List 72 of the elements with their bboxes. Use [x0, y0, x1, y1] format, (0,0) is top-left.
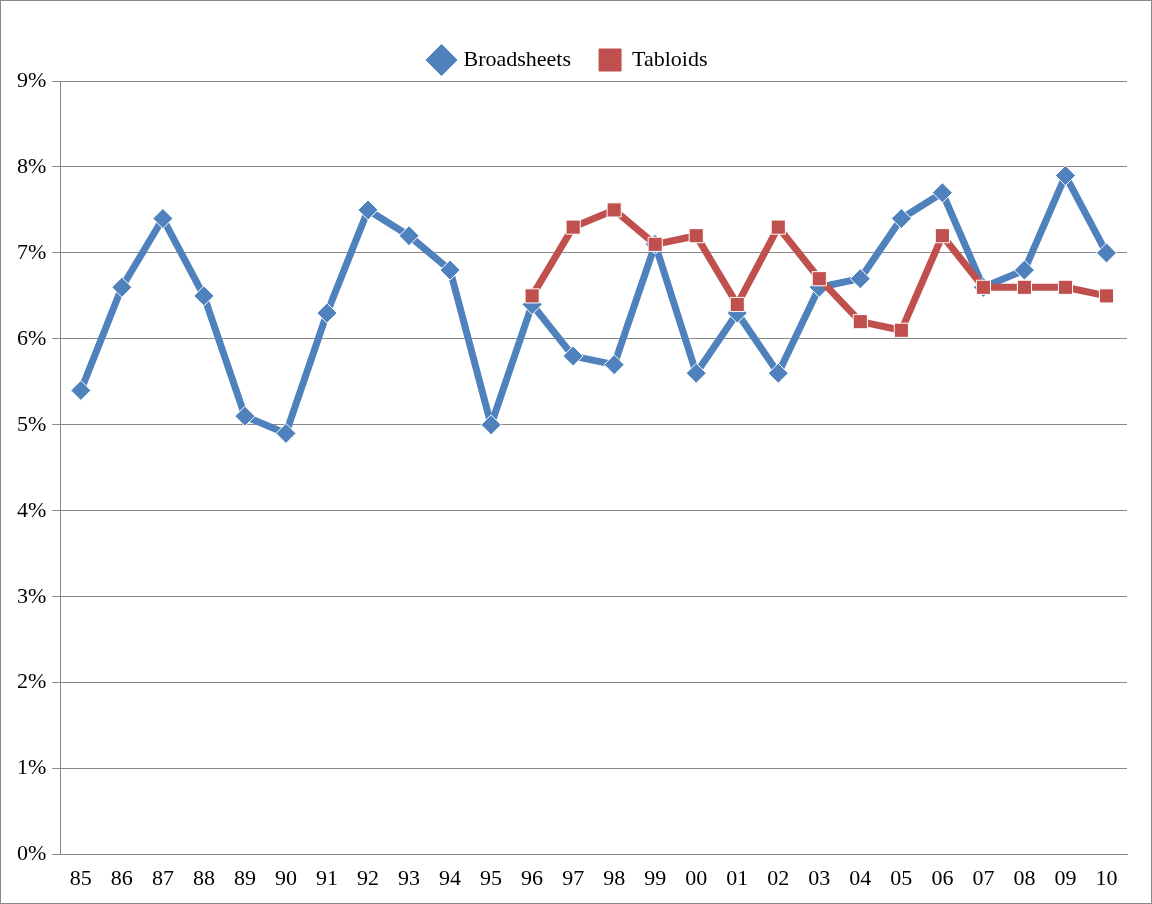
point	[398, 225, 420, 247]
point	[316, 302, 338, 324]
x-tick-label: 96	[521, 864, 544, 890]
point	[729, 296, 745, 313]
y-tick-label: 2%	[17, 668, 47, 694]
point	[849, 268, 871, 290]
point	[852, 314, 868, 330]
x-tick-label: 94	[439, 864, 462, 890]
legend-label: Tabloids	[632, 45, 708, 71]
point	[1095, 242, 1117, 264]
point	[767, 362, 789, 384]
x-tick-label: 99	[644, 864, 667, 890]
point	[562, 345, 584, 367]
x-tick-label: 05	[890, 864, 913, 890]
y-tick-label: 0%	[17, 840, 47, 866]
x-tick-label: 02	[767, 864, 790, 890]
x-tick-label: 91	[315, 864, 338, 890]
point	[1013, 259, 1035, 281]
y-tick-label: 3%	[17, 582, 47, 608]
point	[152, 208, 174, 230]
x-tick-label: 04	[849, 864, 872, 890]
x-tick-label: 92	[357, 864, 380, 890]
y-tick-label: 7%	[17, 238, 47, 264]
x-tick-label: 00	[685, 864, 708, 890]
x-tick-label: 95	[480, 864, 503, 890]
point	[1054, 165, 1076, 187]
point	[890, 208, 912, 230]
x-tick-label: 86	[110, 864, 133, 890]
y-tick-label: 1%	[17, 754, 47, 780]
x-tick-label: 08	[1013, 864, 1036, 890]
point	[480, 414, 502, 436]
point	[1016, 279, 1033, 295]
point	[606, 202, 622, 218]
point	[275, 422, 297, 444]
point	[811, 271, 827, 287]
point	[1057, 279, 1074, 295]
point	[931, 182, 953, 204]
point	[439, 259, 461, 281]
point	[111, 276, 133, 298]
point	[1098, 288, 1115, 304]
point	[688, 228, 704, 244]
point	[565, 219, 581, 235]
y-tick-label: 8%	[17, 152, 47, 178]
y-tick-label: 5%	[17, 410, 47, 436]
y-tick-label: 9%	[17, 66, 47, 92]
x-tick-label: 87	[151, 864, 174, 890]
point	[357, 199, 379, 221]
point	[524, 288, 540, 304]
x-tick-label: 97	[562, 864, 585, 890]
y-tick-label: 4%	[17, 496, 47, 522]
point	[685, 362, 707, 384]
x-tick-label: 03	[808, 864, 831, 890]
y-tick-label: 6%	[17, 324, 47, 350]
x-tick-label: 01	[726, 864, 749, 890]
point	[234, 405, 256, 427]
x-tick-label: 89	[233, 864, 256, 890]
x-tick-label: 10	[1095, 864, 1118, 890]
x-tick-label: 85	[69, 864, 92, 890]
point	[193, 285, 215, 307]
x-tick-label: 88	[192, 864, 215, 890]
x-tick-label: 90	[274, 864, 297, 890]
legend-label: Broadsheets	[463, 45, 572, 71]
point	[70, 379, 92, 401]
x-tick-label: 98	[603, 864, 626, 890]
x-tick-label: 06	[931, 864, 954, 890]
x-tick-label: 07	[972, 864, 995, 890]
point	[934, 228, 950, 244]
point	[893, 322, 909, 338]
x-tick-label: 09	[1054, 864, 1077, 890]
point	[770, 219, 786, 235]
point	[603, 354, 625, 376]
x-tick-label: 93	[398, 864, 421, 890]
